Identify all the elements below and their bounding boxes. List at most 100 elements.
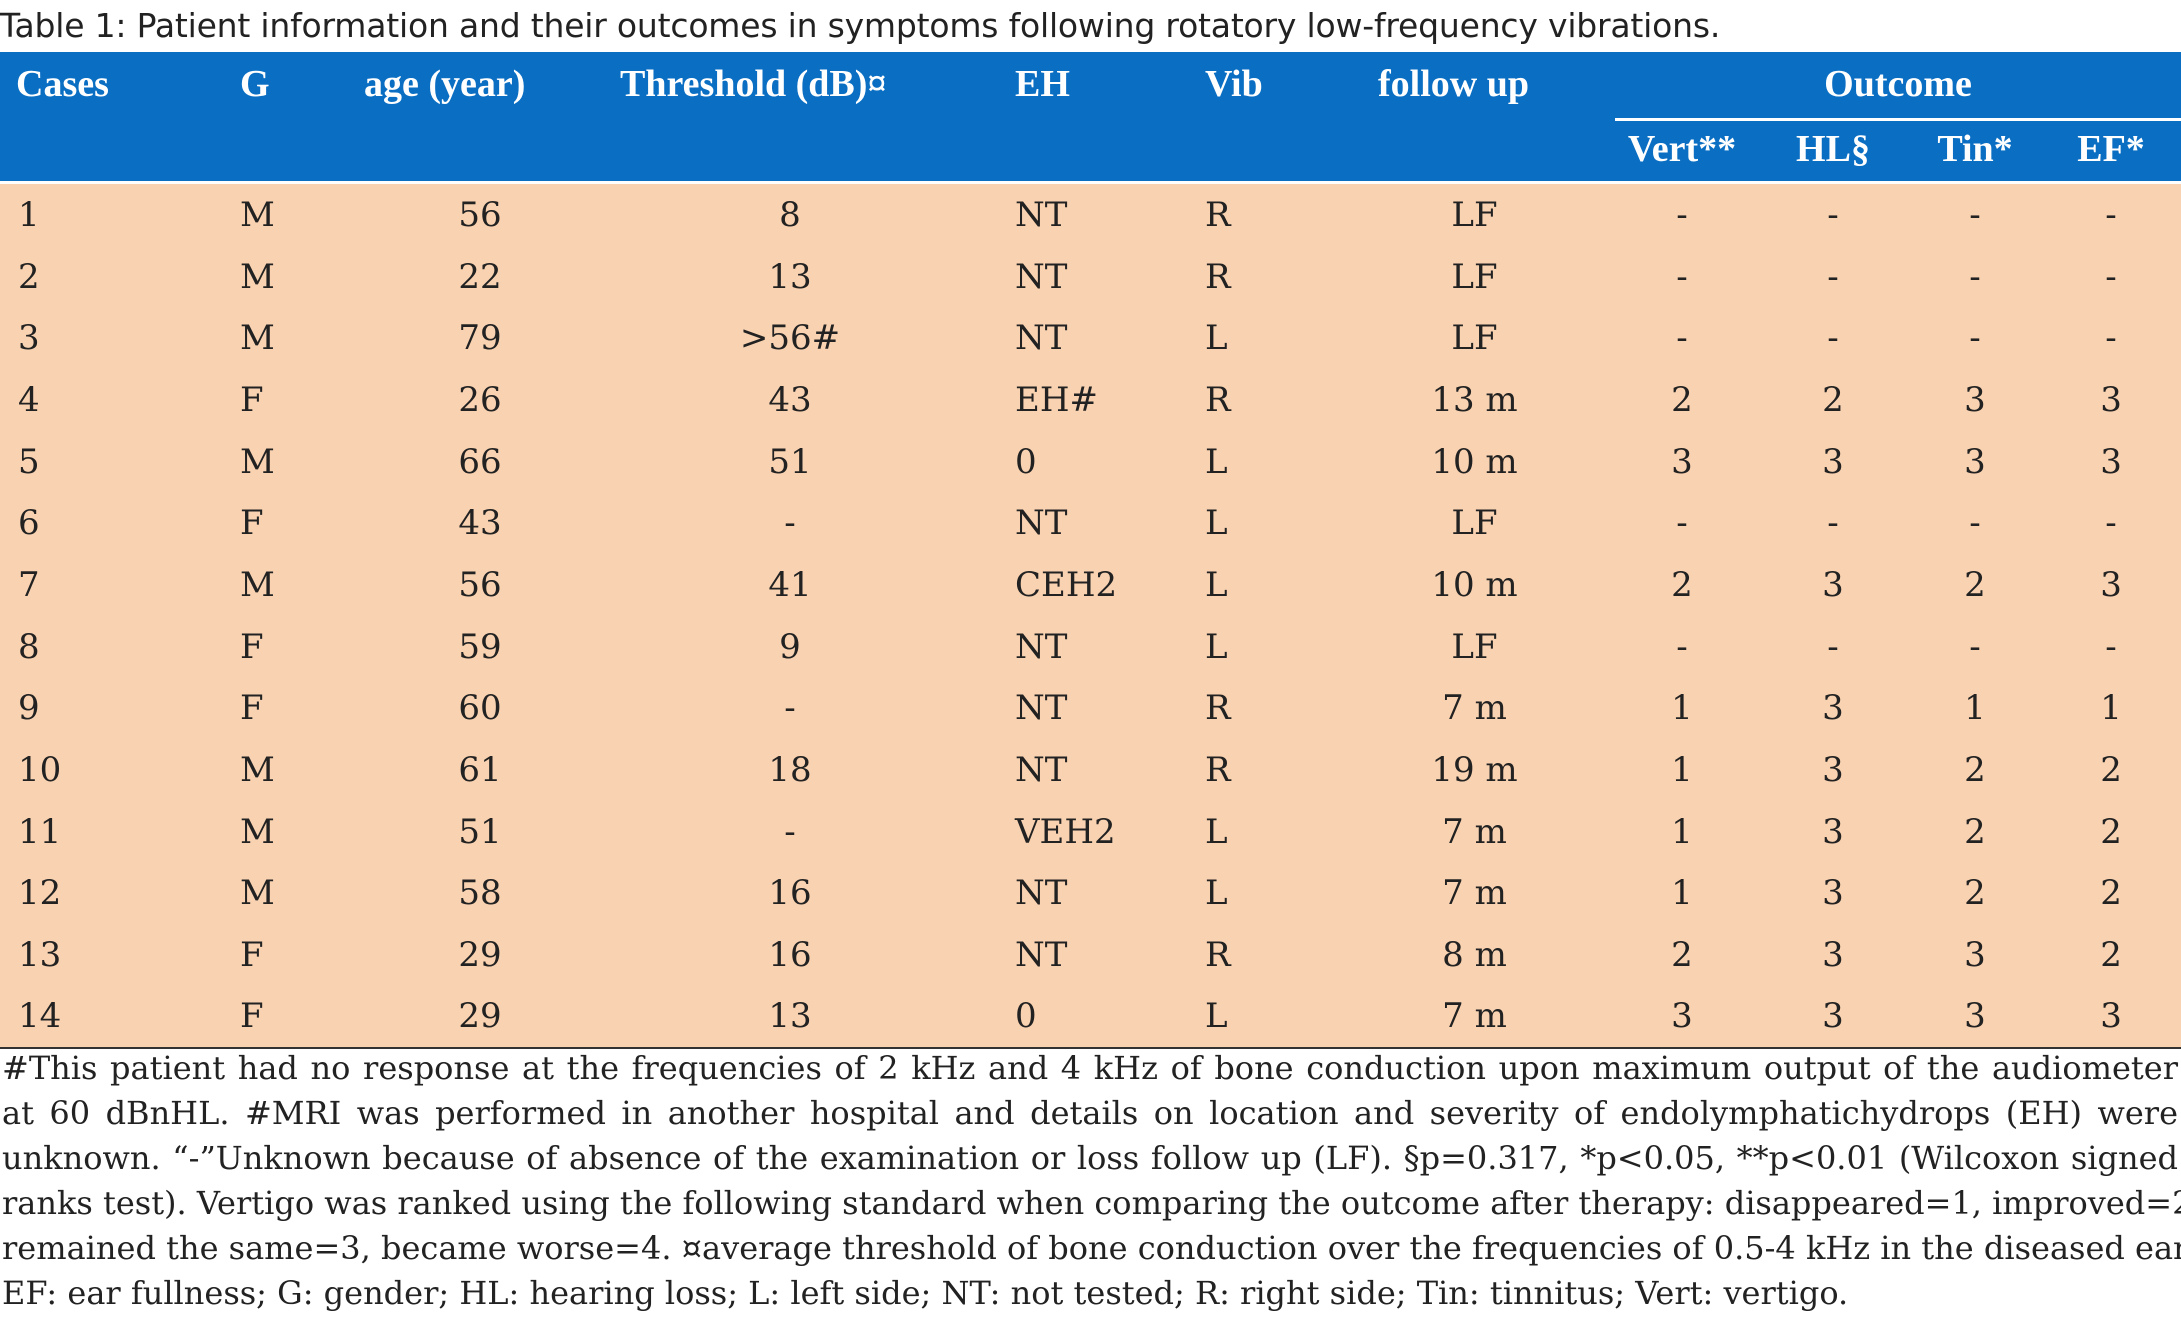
cell-hl: - <box>1827 194 1839 235</box>
cell-tin: 3 <box>1964 935 1986 976</box>
cell-vert: - <box>1676 194 1688 235</box>
cell-follow-up: 7 m <box>1442 811 1507 852</box>
cell-vert: 1 <box>1671 750 1693 791</box>
cell-threshold: 18 <box>768 750 812 791</box>
cell-tin: 2 <box>1964 811 1986 852</box>
cell-vib: L <box>1170 985 1342 1049</box>
cell-gender: M <box>240 441 275 482</box>
header-tin: Tin* <box>1909 121 2041 181</box>
header-vib: Vib <box>1170 52 1342 181</box>
cell-vib: L <box>1205 626 1228 667</box>
cell-case: 12 <box>18 873 62 914</box>
cell-tin: 1 <box>1964 688 1986 729</box>
cell-hl: 3 <box>1822 750 1844 791</box>
cell-ef: 2 <box>2100 873 2122 914</box>
header-follow-up: follow up <box>1342 52 1607 181</box>
cell-tin: 3 <box>1964 441 1986 482</box>
cell-age: 43 <box>458 503 502 544</box>
cell-hl: 3 <box>1822 564 1844 605</box>
header-row-1: Cases G age (year) Threshold (dB)¤ EH Vi… <box>0 52 2181 181</box>
cell-gender: F <box>240 688 264 729</box>
cell-case: 3 <box>18 318 40 359</box>
cell-threshold: 13 <box>600 985 980 1049</box>
table-row: 6 F 43 - NT L LF - - - - <box>0 492 2181 555</box>
cell-ef: 2 <box>2100 935 2122 976</box>
cell-eh: 0 <box>980 985 1170 1049</box>
cell-ef: - <box>2105 256 2117 297</box>
cell-eh: NT <box>1015 873 1068 914</box>
cell-age: 60 <box>458 688 502 729</box>
header-eh: EH <box>980 52 1170 181</box>
cell-case: 10 <box>18 750 62 791</box>
cell-ef: 3 <box>2100 564 2122 605</box>
cell-vib: R <box>1205 194 1231 235</box>
cell-eh: NT <box>1015 503 1068 544</box>
cell-vib: R <box>1205 379 1231 420</box>
cell-tin: - <box>1969 194 1981 235</box>
table-caption: Table 1: Patient information and their o… <box>0 6 1721 45</box>
cell-vib: L <box>1205 811 1228 852</box>
cell-vib: R <box>1205 688 1231 729</box>
cell-gender: M <box>240 750 275 791</box>
cell-hl: 3 <box>1822 811 1844 852</box>
cell-tin: - <box>1969 318 1981 359</box>
cell-tin: - <box>1969 626 1981 667</box>
cell-hl: 2 <box>1822 379 1844 420</box>
cell-ef: - <box>2105 318 2117 359</box>
cell-vib: R <box>1205 935 1231 976</box>
cell-vert: - <box>1676 503 1688 544</box>
cell-hl: - <box>1827 626 1839 667</box>
cell-case: 14 <box>0 985 240 1049</box>
cell-ef: - <box>2105 503 2117 544</box>
cell-threshold: - <box>784 503 796 544</box>
cell-vib: L <box>1205 564 1228 605</box>
cell-vert: 1 <box>1671 688 1693 729</box>
cell-case: 9 <box>18 688 40 729</box>
cell-follow-up: LF <box>1451 626 1498 667</box>
cell-gender: M <box>240 811 275 852</box>
cell-gender: F <box>240 379 264 420</box>
table-row: 10 M 61 18 NT R 19 m 1 3 2 2 <box>0 739 2181 801</box>
cell-threshold: 41 <box>768 564 812 605</box>
cell-vert: 3 <box>1671 441 1693 482</box>
table-row: 4 F 26 43 EH# R 13 m 2 2 3 3 <box>0 369 2181 431</box>
cell-tin: 2 <box>1964 750 1986 791</box>
cell-age: 26 <box>458 379 502 420</box>
cell-gender: F <box>240 503 264 544</box>
cell-case: 7 <box>18 564 40 605</box>
cell-ef: 2 <box>2100 811 2122 852</box>
cell-eh: 0 <box>1015 441 1037 482</box>
cell-gender: M <box>240 318 275 359</box>
cell-follow-up: 8 m <box>1442 935 1507 976</box>
cell-eh: EH# <box>1015 379 1098 420</box>
cell-case: 1 <box>18 194 40 235</box>
cell-ef: 3 <box>2100 441 2122 482</box>
cell-eh: NT <box>1015 318 1068 359</box>
header-gender: G <box>240 52 360 181</box>
header-age: age (year) <box>360 52 600 181</box>
cell-tin: - <box>1969 256 1981 297</box>
cell-follow-up: 7 m <box>1442 688 1507 729</box>
cell-age: 66 <box>458 441 502 482</box>
cell-ef: 3 <box>2100 379 2122 420</box>
cell-ef: - <box>2105 626 2117 667</box>
cell-follow-up: 7 m <box>1442 873 1507 914</box>
cell-tin: 3 <box>1964 379 1986 420</box>
cell-eh: NT <box>1015 626 1068 667</box>
cell-gender: F <box>240 985 360 1049</box>
cell-threshold: 16 <box>768 935 812 976</box>
cell-threshold: >56# <box>739 318 841 359</box>
cell-vib: L <box>1205 503 1228 544</box>
cell-follow-up: LF <box>1451 503 1498 544</box>
cell-hl: 3 <box>1822 688 1844 729</box>
header-ef: EF* <box>2041 121 2181 181</box>
cell-hl: 3 <box>1822 441 1844 482</box>
cell-hl: - <box>1827 256 1839 297</box>
cell-eh: NT <box>1015 935 1068 976</box>
cell-threshold: 16 <box>768 873 812 914</box>
table-footnotes: #This patient had no response at the fre… <box>2 1046 2181 1316</box>
table-row: 8 F 59 9 NT L LF - - - - <box>0 615 2181 678</box>
cell-tin: - <box>1969 503 1981 544</box>
table-row: 11 M 51 - VEH2 L 7 m 1 3 2 2 <box>0 800 2181 863</box>
